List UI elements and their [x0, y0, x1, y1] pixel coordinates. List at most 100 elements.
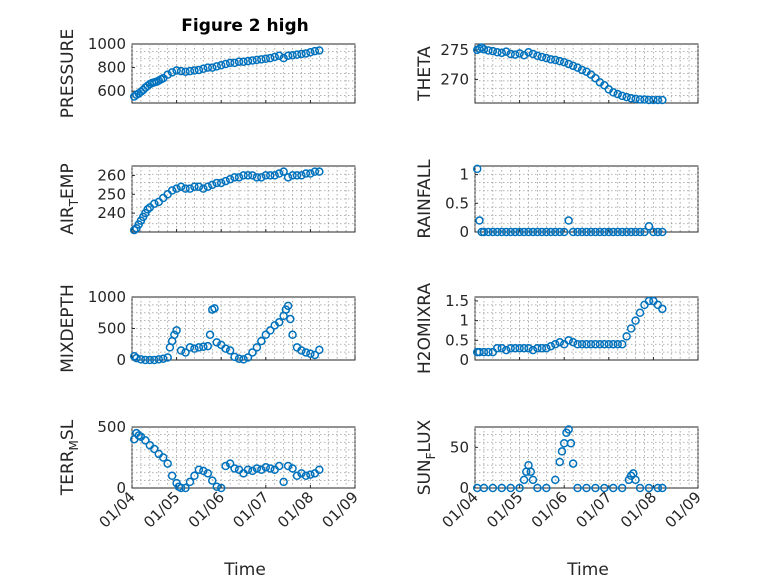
subplot-4-marker	[591, 227, 600, 237]
subplot-8-xtick-label: 01/09	[662, 488, 705, 531]
subplot-8-marker	[506, 483, 515, 493]
subplot-7-xtick-label: 01/05	[140, 488, 183, 531]
subplot-1-marker	[181, 67, 190, 76]
subplot-3-marker	[274, 169, 284, 178]
subplot-5-marker	[181, 348, 190, 357]
subplot-3-marker	[301, 169, 311, 178]
subplot-7-marker	[266, 464, 275, 473]
subplot-3-marker	[143, 205, 152, 214]
subplot-5-marker	[132, 353, 141, 363]
subplot-3-marker	[216, 178, 226, 188]
subplot-2-marker	[658, 95, 667, 105]
subplot-3-ytick-label: 250	[97, 185, 126, 203]
subplot-2-marker	[555, 56, 564, 66]
subplot-7-marker	[252, 464, 262, 473]
subplot-6-marker	[479, 347, 489, 357]
subplot-1-marker	[185, 66, 195, 76]
subplot-2-marker	[626, 94, 636, 103]
subplot-1-marker	[230, 58, 239, 68]
subplot-3-marker	[190, 182, 199, 191]
subplot-6-marker	[484, 347, 493, 357]
subplot-3-marker	[257, 173, 266, 182]
subplot-1-marker	[243, 56, 253, 66]
subplot-2-marker	[515, 49, 524, 58]
subplot-4-ylabel: RAINFALL	[415, 159, 435, 239]
subplot-3-marker	[248, 171, 257, 180]
subplot-6-marker	[591, 340, 600, 349]
subplot-8-marker	[555, 457, 564, 467]
subplot-4-marker	[653, 227, 663, 237]
subplot-4-ytick-label: 1	[459, 166, 469, 184]
subplot-3-marker	[167, 186, 177, 195]
subplot-8-marker	[573, 483, 582, 493]
subplot-5-marker	[212, 338, 221, 347]
subplot-2-marker	[644, 95, 654, 105]
subplot-7-marker	[158, 453, 168, 462]
subplot-4-marker	[586, 227, 596, 237]
subplot-8-marker	[644, 483, 654, 493]
subplot-7-marker	[297, 469, 306, 478]
subplot-5-ytick-label: 0	[116, 351, 126, 369]
subplot-7-xtick-label: 01/06	[185, 488, 228, 531]
subplot-7-marker	[216, 483, 226, 493]
subplot-7-marker	[257, 465, 266, 474]
subplot-4-marker	[573, 227, 582, 237]
subplot-2-marker	[510, 50, 520, 59]
subplot-1-marker	[266, 53, 275, 63]
subplot-4-marker	[559, 227, 569, 237]
subplot-1-marker	[288, 50, 297, 60]
subplot-6-marker	[542, 343, 551, 353]
subplot-2-marker	[609, 88, 618, 97]
subplot-5-ytick-label: 1000	[88, 288, 126, 306]
subplot-2-ylabel: THETA	[415, 46, 435, 102]
subplot-7-marker	[248, 466, 257, 476]
subplot-1-marker	[216, 60, 226, 70]
subplot-7-marker	[150, 444, 159, 454]
subplot-1-ylabel: PRESSURE	[58, 29, 78, 118]
subplot-8-xtick-label: 01/08	[617, 488, 660, 531]
subplot-7-marker	[141, 436, 150, 445]
subplot-3-marker	[221, 176, 230, 186]
subplot-4-marker	[533, 227, 542, 237]
subplot-8-marker	[635, 483, 645, 493]
subplot-2-marker	[573, 63, 582, 72]
subplot-5-marker	[301, 348, 311, 357]
subplot-6-marker	[555, 338, 564, 347]
subplot-2-marker	[577, 65, 587, 75]
subplot-6-marker	[493, 343, 502, 353]
subplot-6-marker	[622, 332, 631, 341]
subplot-5-marker	[221, 344, 230, 353]
subplot-4-marker	[640, 227, 649, 237]
subplot-3-marker	[283, 173, 293, 182]
subplot-7-marker	[190, 471, 199, 481]
subplot-3-marker	[292, 171, 302, 180]
subplot-3-marker	[297, 171, 306, 180]
subplot-4-marker	[537, 227, 547, 237]
subplot-5-marker	[163, 353, 172, 362]
subplot-3-marker	[266, 171, 275, 180]
subplot-4-marker	[497, 227, 507, 237]
subplot-1-marker	[167, 68, 177, 77]
subplot-5-marker	[234, 354, 244, 363]
subplot-7-marker	[243, 465, 253, 474]
subplot-5-marker	[239, 355, 248, 364]
subplot-1-ytick-label: 1000	[88, 35, 126, 53]
subplot-5-marker	[129, 351, 139, 361]
subplot-6-marker	[506, 343, 515, 353]
subplot-4-marker	[551, 227, 560, 237]
subplot-7-marker	[176, 483, 186, 493]
subplot-7-marker	[301, 471, 311, 481]
subplot-3-marker	[212, 178, 221, 188]
subplot-8-ylabel: SUNFLUX	[415, 419, 438, 495]
subplot-3-marker	[230, 173, 239, 182]
subplot-2-ytick-label: 275	[440, 41, 469, 59]
subplot-5-marker	[283, 301, 293, 311]
subplot-4-marker	[644, 222, 654, 231]
subplot-5-marker	[203, 341, 213, 351]
subplot-4-marker	[622, 227, 631, 237]
subplot-5-marker	[154, 355, 164, 364]
subplot-4-ytick-label: 0	[459, 223, 469, 241]
subplot-4-marker	[582, 227, 591, 237]
subplot-4-marker	[658, 227, 667, 237]
subplot-6-marker	[510, 343, 520, 353]
